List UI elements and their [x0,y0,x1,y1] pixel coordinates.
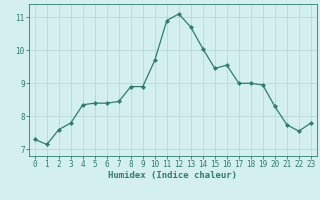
X-axis label: Humidex (Indice chaleur): Humidex (Indice chaleur) [108,171,237,180]
